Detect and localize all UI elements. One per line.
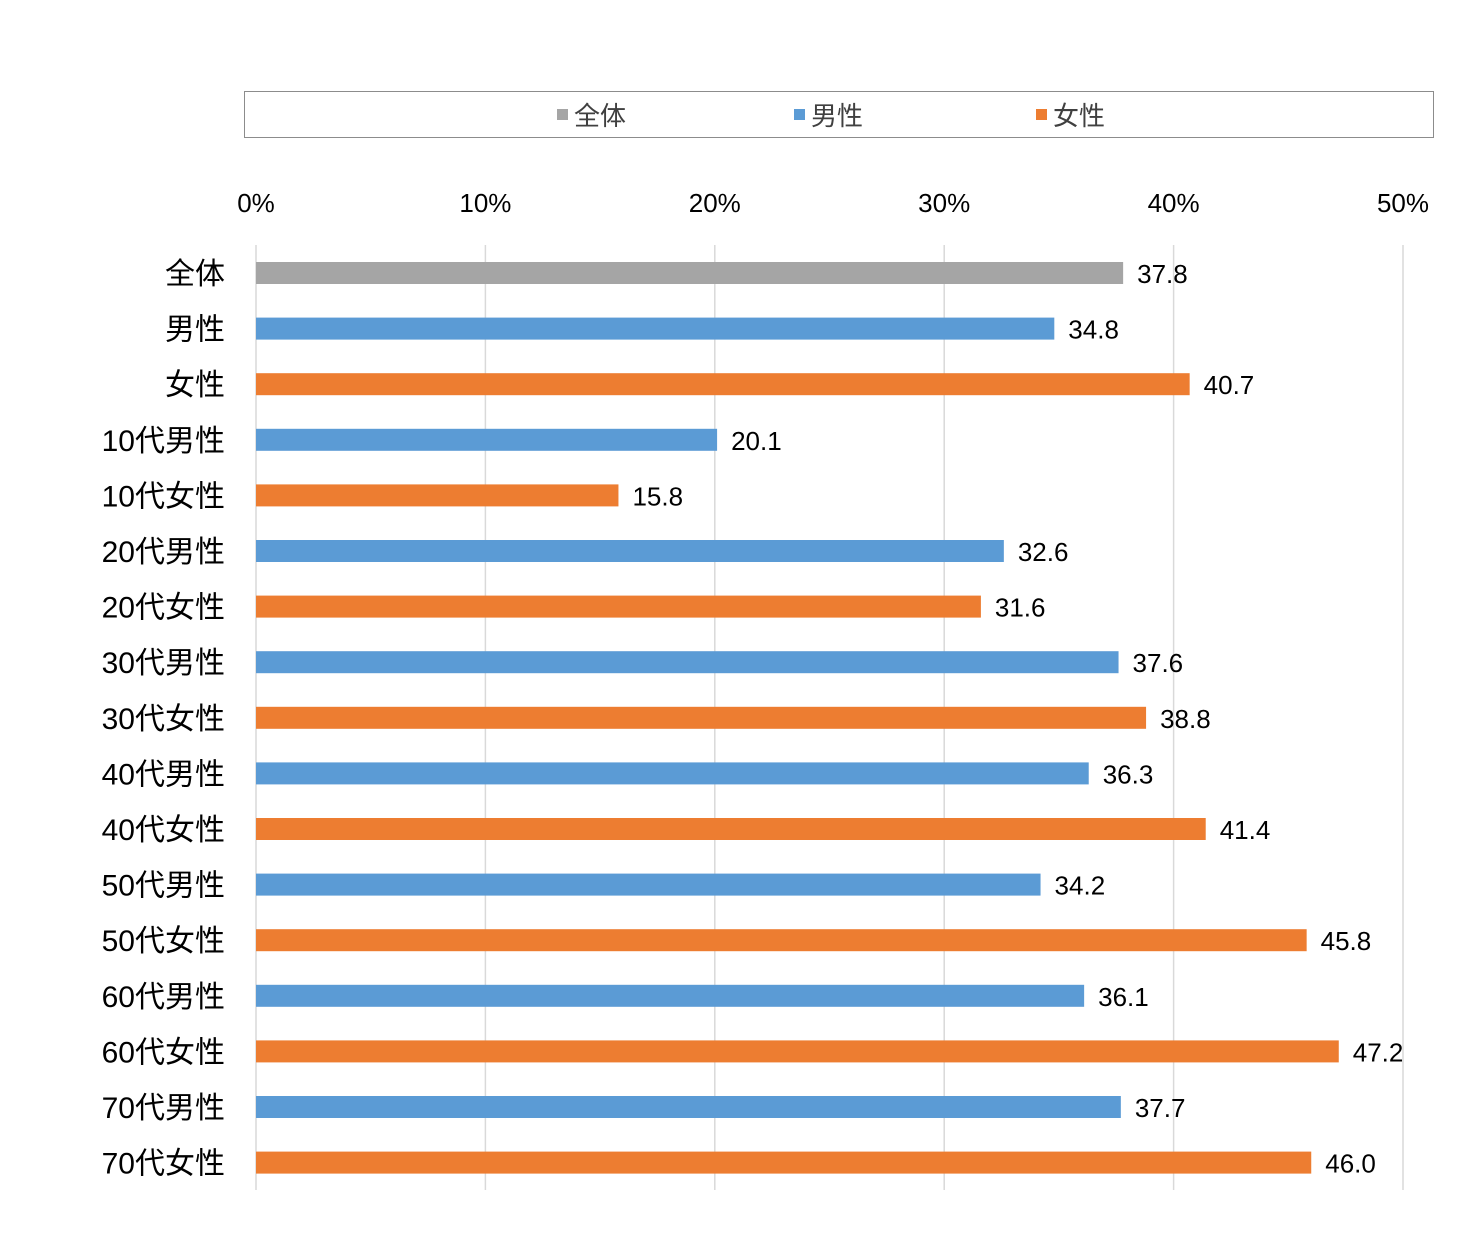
value-label: 38.8 — [1160, 704, 1211, 734]
category-label: 10代男性 — [102, 425, 225, 458]
bars — [256, 262, 1339, 1174]
value-label: 45.8 — [1321, 926, 1372, 956]
legend: 全体 男性 女性 — [244, 91, 1434, 138]
bar — [256, 762, 1089, 785]
x-tick-label: 30% — [918, 188, 970, 218]
value-label: 37.6 — [1133, 648, 1184, 678]
category-label: 30代男性 — [102, 647, 225, 680]
bar — [256, 1151, 1312, 1174]
x-tick-label: 0% — [237, 188, 275, 218]
category-label: 50代男性 — [102, 870, 225, 903]
value-label: 40.7 — [1204, 370, 1255, 400]
legend-label-total: 全体 — [574, 101, 627, 131]
value-label: 31.6 — [995, 593, 1046, 623]
bar — [256, 706, 1147, 729]
category-label: 20代女性 — [102, 592, 225, 625]
bar — [256, 317, 1055, 340]
value-label: 37.8 — [1137, 259, 1188, 289]
category-label: 男性 — [165, 314, 225, 347]
category-label: 30代女性 — [102, 703, 225, 736]
category-label: 40代男性 — [102, 758, 225, 791]
value-label: 32.6 — [1018, 537, 1069, 567]
value-label: 36.3 — [1103, 759, 1154, 789]
category-label: 40代女性 — [102, 814, 225, 847]
legend-item-total: 全体 — [557, 92, 626, 137]
bar — [256, 1096, 1121, 1118]
bar — [256, 651, 1119, 674]
value-label: 34.8 — [1068, 315, 1119, 345]
bar — [256, 484, 619, 507]
value-label: 36.1 — [1098, 982, 1149, 1012]
x-tick-label: 40% — [1148, 188, 1200, 218]
category-label: 女性 — [165, 369, 225, 402]
legend-swatch-male — [794, 109, 805, 120]
x-tick-label: 10% — [459, 188, 511, 218]
category-label: 60代男性 — [102, 981, 225, 1014]
category-label: 全体 — [165, 258, 225, 291]
bar — [256, 1040, 1339, 1063]
value-label: 15.8 — [632, 481, 683, 511]
value-label: 20.1 — [731, 426, 782, 456]
bar — [256, 540, 1004, 562]
category-label: 10代女性 — [102, 480, 225, 513]
legend-label-male: 男性 — [811, 101, 864, 131]
category-label: 70代男性 — [102, 1092, 225, 1125]
value-label: 46.0 — [1325, 1149, 1376, 1179]
legend-label-female: 女性 — [1053, 101, 1106, 131]
legend-swatch-female — [1036, 109, 1047, 120]
bar — [256, 262, 1124, 284]
x-axis-ticks: 0% 10% 20% 30% 40% 50% — [237, 188, 1429, 218]
legend-item-female: 女性 — [1036, 92, 1105, 137]
bar — [256, 595, 981, 618]
value-label: 34.2 — [1055, 871, 1106, 901]
value-label: 37.7 — [1135, 1093, 1186, 1123]
bar — [256, 984, 1085, 1007]
legend-item-male: 男性 — [794, 92, 863, 137]
value-labels: 37.8 34.8 40.7 20.1 15.8 32.6 31.6 37.6 38.836.3… — [632, 259, 1403, 1179]
category-label: 60代女性 — [102, 1036, 225, 1069]
category-label: 20代男性 — [102, 536, 225, 569]
bar — [256, 818, 1206, 840]
value-label: 47.2 — [1353, 1037, 1404, 1067]
x-tick-label: 20% — [689, 188, 741, 218]
bar — [256, 373, 1190, 396]
x-tick-label: 50% — [1377, 188, 1429, 218]
category-label: 70代女性 — [102, 1148, 225, 1181]
category-label: 50代女性 — [102, 925, 225, 958]
bar — [256, 873, 1041, 896]
legend-swatch-total — [557, 109, 568, 120]
value-label: 41.4 — [1220, 815, 1271, 845]
bar — [256, 428, 718, 451]
bar — [256, 929, 1307, 952]
